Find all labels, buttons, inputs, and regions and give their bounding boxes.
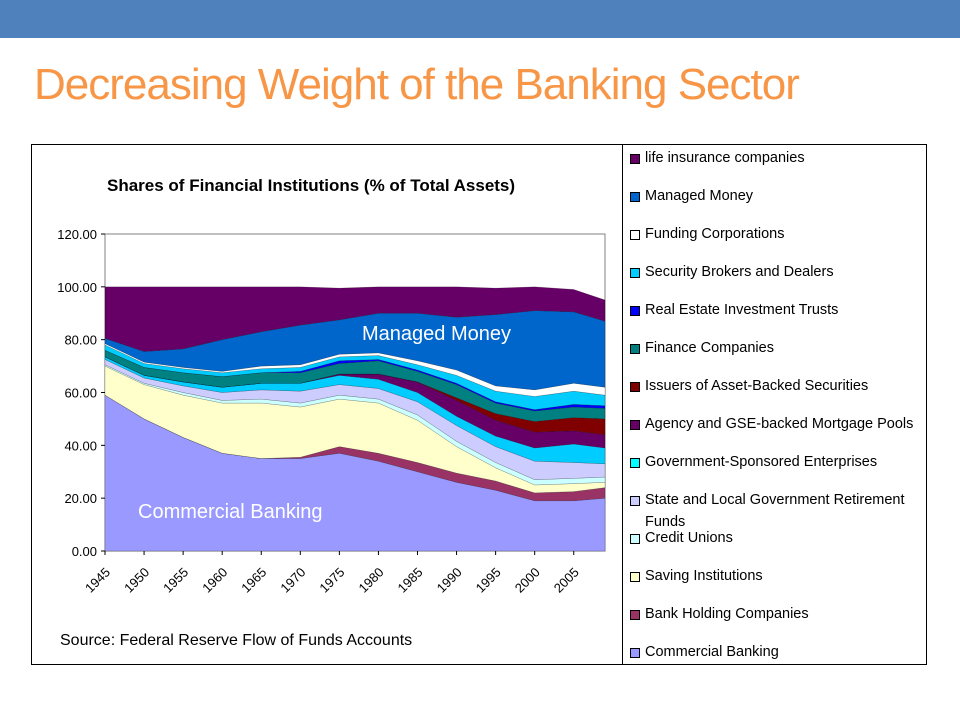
legend-swatch: [630, 154, 640, 164]
legend-swatch: [630, 420, 640, 430]
legend-swatch: [630, 230, 640, 240]
y-tick-label: 100.00: [57, 280, 97, 295]
x-tick-label: 1990: [434, 565, 465, 596]
legend-label: Government-Sponsored Enterprises: [645, 454, 878, 470]
legend-label: Security Brokers and Dealers: [645, 264, 834, 280]
legend-label: Managed Money: [645, 188, 754, 204]
annotation-managed-money: Managed Money: [362, 323, 511, 345]
y-tick-label: 120.00: [57, 227, 97, 242]
slide-title: Decreasing Weight of the Banking Sector: [34, 60, 800, 109]
area-series-commercial-banking: [104, 394, 606, 552]
area-series-finance-companies: [104, 349, 606, 422]
x-tick-label: 1945: [82, 565, 113, 596]
x-tick-label: 1960: [199, 565, 230, 596]
y-tick-label: 40.00: [64, 438, 97, 453]
y-tick-label: 80.00: [64, 333, 97, 348]
legend-label: Funding Corporations: [645, 226, 785, 242]
x-tick-label: 1975: [316, 565, 347, 596]
legend-label: Agency and GSE-backed Mortgage Pools: [645, 416, 914, 432]
chart-title: Shares of Financial Institutions (% of T…: [107, 176, 515, 195]
slide-top-bar: [0, 0, 960, 38]
x-tick-label: 1965: [238, 565, 269, 596]
legend-label: Issuers of Asset-Backed Securities: [645, 378, 869, 394]
area-series-bank-holding-companies: [104, 394, 606, 502]
x-tick-label: 1955: [160, 565, 191, 596]
area-series-real-estate-investment-trusts: [104, 350, 606, 412]
legend-label: life insurance companies: [645, 150, 805, 166]
legend-label: Finance Companies: [645, 340, 774, 356]
legend-swatch: [630, 382, 640, 392]
x-tick-label: 2005: [551, 565, 582, 596]
y-tick-label: 60.00: [64, 386, 97, 401]
legend-label: Commercial Banking: [645, 644, 779, 660]
x-tick-label: 2000: [512, 565, 543, 596]
chart-source: Source: Federal Reserve Flow of Funds Ac…: [60, 632, 412, 649]
legend-swatch: [630, 268, 640, 278]
chart-legend: life insurance companies Managed Money Fun…: [622, 144, 927, 665]
legend-swatch: [630, 496, 640, 506]
x-tick-label: 1970: [277, 565, 308, 596]
legend-swatch: [630, 344, 640, 354]
x-tick-label: 1980: [356, 565, 387, 596]
legend-swatch: [630, 192, 640, 202]
x-tick-label: 1995: [473, 565, 504, 596]
stacked-area-chart: Shares of Financial Institutions (% of T…: [57, 176, 606, 649]
area-series-life-insurance-companies: [104, 286, 606, 352]
legend-swatch: [630, 572, 640, 582]
legend-swatch: [630, 458, 640, 468]
y-tick-label: 20.00: [64, 491, 97, 506]
legend-label: Credit Unions: [645, 530, 733, 546]
legend-label: Bank Holding Companies: [645, 606, 809, 622]
legend-label: State and Local Government Retirement Fu…: [645, 492, 905, 530]
legend-swatch: [630, 610, 640, 620]
x-tick-label: 1950: [121, 565, 152, 596]
area-series-credit-unions: [104, 364, 606, 486]
y-tick-label: 0.00: [72, 544, 97, 559]
legend-swatch: [630, 534, 640, 544]
x-tick-label: 1985: [395, 565, 426, 596]
legend-swatch: [630, 306, 640, 316]
chart-frame: Shares of Financial Institutions (% of T…: [31, 144, 623, 665]
legend-label: Real Estate Investment Trusts: [645, 302, 839, 318]
legend-label: Saving Institutions: [645, 568, 763, 584]
legend-swatch: [630, 648, 640, 658]
annotation-commercial-banking: Commercial Banking: [138, 501, 323, 523]
